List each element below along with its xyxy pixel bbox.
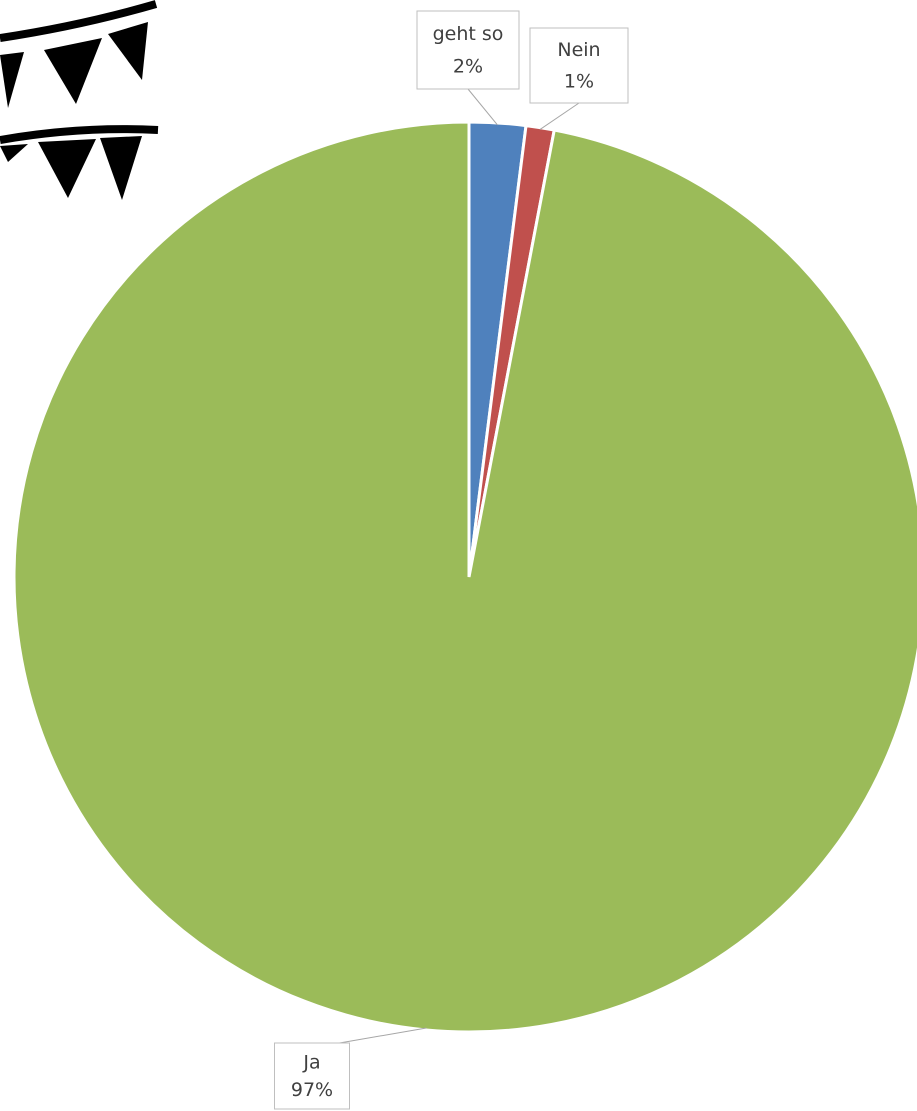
leader-line [467, 88, 498, 126]
value-label: 2% [453, 56, 483, 78]
category-label: Nein [557, 39, 600, 61]
data-labels: geht so 2% Nein 1% Ja 97% [274, 10, 629, 1110]
label-box [274, 1042, 350, 1110]
label-box [529, 27, 629, 104]
pie [12, 120, 917, 1034]
category-label: Ja [302, 1051, 320, 1073]
value-label: 1% [564, 71, 594, 93]
category-label: geht so [433, 23, 504, 45]
label-box [416, 10, 520, 90]
value-label: 97% [291, 1079, 333, 1101]
leader-line [539, 102, 580, 130]
bunting-decoration [0, 0, 159, 200]
leader-line [339, 1027, 427, 1044]
pie-slice [12, 120, 917, 1034]
